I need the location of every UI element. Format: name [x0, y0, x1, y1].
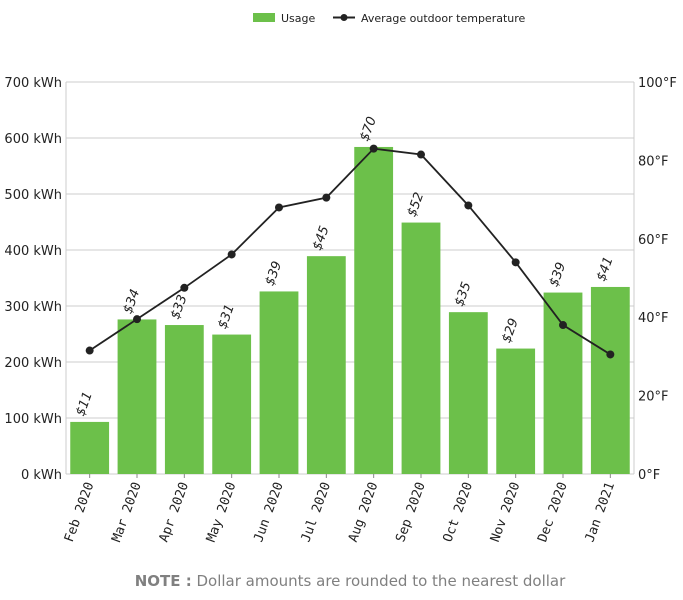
footnote: NOTE : Dollar amounts are rounded to the…	[0, 572, 683, 590]
usage-bar	[117, 319, 157, 474]
right-axis-tick-label: 20°F	[638, 390, 669, 405]
bar-cost-label: $34	[121, 287, 144, 315]
note-label: NOTE :	[134, 572, 192, 590]
right-axis: 0°F 20°F 40°F 60°F 80°F 100°F	[638, 76, 677, 483]
x-axis-tick-label: Nov 2020	[488, 480, 524, 544]
usage-bar	[401, 222, 441, 474]
usage-bars	[70, 146, 630, 474]
temperature-point	[227, 250, 236, 259]
legend-usage-label: Usage	[281, 12, 316, 25]
usage-bar	[70, 421, 110, 474]
temperature-point	[559, 321, 567, 330]
usage-bar	[212, 334, 252, 474]
bar-cost-label: $70	[357, 115, 380, 143]
x-axis-tick-label: Dec 2020	[535, 480, 571, 544]
right-axis-tick-label: 80°F	[638, 154, 669, 169]
bar-cost-label: $35	[452, 280, 475, 308]
right-axis-tick-label: 40°F	[638, 311, 669, 326]
x-axis-tick-label: Jul 2020	[299, 480, 335, 544]
x-axis-tick-label: Feb 2020	[62, 480, 98, 544]
right-axis-tick-label: 0°F	[638, 468, 660, 483]
x-axis: Feb 2020 Mar 2020 Apr 2020 May 2020 Jun 2020…	[62, 474, 618, 544]
x-axis-tick-label: Apr 2020	[157, 480, 193, 544]
left-axis-tick-label: 700 kWh	[4, 76, 62, 91]
gridlines	[65, 81, 635, 475]
legend-temperature-label: Average outdoor temperature	[361, 12, 526, 25]
temperature-series	[85, 144, 615, 359]
bar-cost-label: $31	[215, 302, 238, 330]
usage-bar	[448, 312, 488, 474]
temperature-point	[464, 201, 473, 210]
temperature-point	[606, 350, 615, 359]
bar-cost-label: $39	[263, 259, 286, 287]
legend-usage-swatch	[253, 13, 275, 22]
bar-cost-label: $39	[547, 260, 570, 288]
left-axis-tick-label: 100 kWh	[4, 412, 62, 427]
left-axis: 0 kWh 100 kWh 200 kWh 300 kWh 400 kWh 500 kWh…	[4, 76, 62, 483]
bar-cost-label: $41	[594, 255, 617, 283]
chart: Usage Average outdoor temperature 0 kWh 1…	[4, 12, 677, 544]
left-axis-tick-label: 0 kWh	[21, 468, 62, 483]
bar-cost-label: $52	[405, 190, 428, 218]
usage-bar	[496, 348, 536, 474]
right-axis-tick-label: 100°F	[638, 76, 677, 91]
temperature-line	[89, 147, 611, 356]
temperature-point	[322, 193, 331, 202]
usage-bar	[306, 256, 346, 474]
usage-bar	[543, 292, 583, 474]
temperature-point	[275, 203, 283, 212]
x-axis-tick-label: Jun 2020	[251, 480, 287, 544]
right-axis-tick-label: 60°F	[638, 233, 669, 248]
x-axis-tick-label: May 2020	[204, 480, 240, 544]
left-axis-tick-label: 600 kWh	[4, 132, 62, 147]
x-axis-tick-label: Jan 2021	[583, 480, 619, 544]
temperature-point	[417, 150, 425, 159]
temperature-point	[180, 283, 189, 292]
note-text: Dollar amounts are rounded to the neares…	[196, 572, 566, 590]
legend-temperature-marker	[340, 14, 348, 21]
left-axis-tick-label: 400 kWh	[4, 244, 62, 259]
temperature-point	[133, 315, 141, 324]
temperature-point	[85, 346, 94, 355]
usage-bar	[590, 286, 630, 474]
x-axis-tick-label: Sep 2020	[393, 480, 429, 544]
x-axis-tick-label: Mar 2020	[109, 480, 145, 544]
temperature-point	[369, 144, 378, 153]
bar-cost-label: $45	[310, 224, 333, 252]
usage-bar	[354, 146, 394, 474]
left-axis-tick-label: 500 kWh	[4, 188, 62, 203]
legend: Usage Average outdoor temperature	[253, 12, 526, 25]
usage-bar	[164, 325, 204, 474]
bar-cost-label: $29	[499, 316, 522, 344]
temperature-point	[511, 258, 520, 267]
x-axis-tick-label: Aug 2020	[346, 480, 382, 544]
left-axis-tick-label: 200 kWh	[4, 356, 62, 371]
usage-bar	[259, 291, 299, 474]
x-axis-tick-label: Oct 2020	[441, 480, 477, 544]
left-axis-tick-label: 300 kWh	[4, 300, 62, 315]
bar-cost-label: $11	[73, 390, 96, 418]
